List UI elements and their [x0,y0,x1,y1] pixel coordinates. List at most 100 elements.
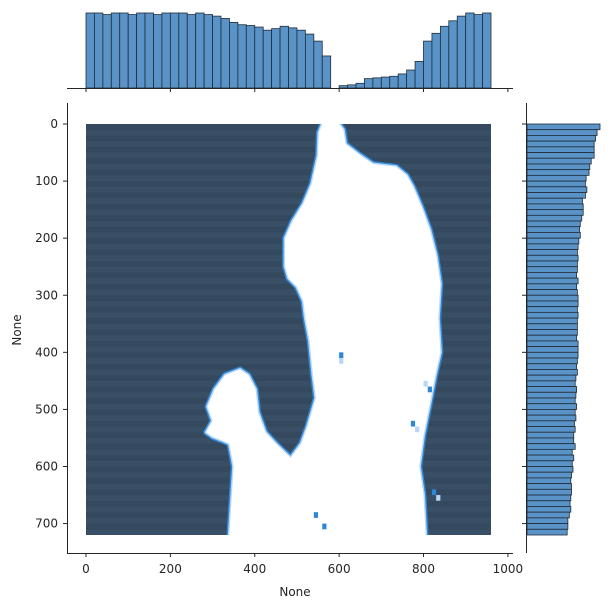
heatmap-edge-cell [339,352,344,359]
y-marginal-bar [526,277,579,285]
heatmap-row-band [86,129,491,136]
y-axis-ticks: 0 100 200 300 400 500 600 700 [35,117,67,531]
x-axis-ticks: 0 200 400 600 800 1000 [82,553,523,576]
y-marginal-bar [526,340,579,348]
y-marginal-bar [526,351,579,359]
y-marginal-bar [526,266,578,273]
y-marginal-bar [526,346,579,353]
y-marginal-bar [526,403,578,410]
heatmap-edge-cell [436,495,441,501]
heatmap-edge-cell [427,386,432,393]
x-marginal-bar [304,33,315,89]
x-marginal-bar [279,25,289,89]
heatmap-row-band [86,346,491,353]
x-marginal-bar [389,75,399,89]
x-marginal-bar [321,55,332,89]
heatmap-edge-cell [339,358,344,364]
x-marginal-bar [110,12,121,89]
x-marginal-bar [473,14,483,89]
x-marginal-bar [161,12,171,89]
x-marginal-bar [136,12,146,89]
x-marginal-bar [94,12,104,89]
x-tick-label: 400 [243,562,266,576]
y-marginal-bar [526,397,576,405]
heatmap-row-band [86,152,491,159]
heatmap-edge-cell [431,489,437,496]
y-marginal-bar [526,140,595,148]
y-marginal-bar [526,180,586,188]
heatmap-edge-cell [415,426,420,433]
y-marginal-bar [526,391,577,399]
y-marginal-bar [526,448,573,456]
x-tick-label: 0 [82,562,90,576]
x-marginal-bar [406,69,416,89]
x-marginal-bar [153,14,163,89]
y-marginal-bar [526,374,577,382]
y-marginal-bar [526,454,575,462]
y-tick-label: 500 [35,402,58,416]
x-marginal-bar [355,82,365,89]
y-marginal-bar [526,272,578,279]
y-marginal-bar [526,260,578,268]
x-tick-label: 600 [328,562,351,576]
y-marginal-bar [526,420,575,427]
x-marginal-bar [102,14,112,89]
y-marginal-bar [526,500,571,507]
x-marginal-bar [169,12,180,89]
x-tick-label: 1000 [493,562,524,576]
y-tick-label: 0 [50,117,58,131]
y-marginal-bar [526,146,595,153]
heatmap-edge-cell [423,380,428,387]
y-marginal-bar [526,152,595,159]
y-marginal-bar [526,460,573,467]
y-marginal-bar [526,426,576,433]
x-marginal-bar [380,76,391,89]
y-marginal-bar [526,300,579,308]
y-tick-label: 200 [35,231,58,245]
y-marginal-histogram [522,103,601,553]
y-marginal-bar [526,254,579,262]
y-marginal-bar [526,243,579,250]
silhouette-region [206,124,441,535]
heatmap-edge-cell [313,512,319,518]
y-marginal-bar [526,294,579,302]
heatmap-row-band [86,369,491,376]
x-marginal-bar [439,25,450,89]
y-marginal-bar [526,369,578,376]
y-marginal-bar [526,237,580,245]
x-marginal-bar [448,20,458,89]
y-marginal-bar [526,174,587,182]
y-marginal-bar [526,169,590,176]
heatmap-row-band [86,186,491,193]
y-marginal-bar [526,511,570,519]
y-marginal-bar [526,283,578,290]
x-marginal-bar [203,14,213,89]
x-tick-label: 800 [412,562,435,576]
y-marginal-bar [526,317,578,325]
y-marginal-bar [526,506,572,513]
x-marginal-bar [372,77,382,89]
heatmap-row-band [86,323,491,330]
y-marginal-bar [526,329,578,336]
heatmap-row-band [86,426,491,433]
heatmap-row-band [86,380,491,387]
y-marginal-bar [526,357,578,365]
y-marginal-bar [526,431,575,439]
x-marginal-bar [465,12,475,89]
y-marginal-bar [526,437,575,445]
y-marginal-bar [526,306,578,313]
x-marginal-bar [178,12,188,89]
heatmap-row-band [86,437,491,444]
y-marginal-bar [526,380,576,387]
heatmap-row-band [86,358,491,364]
heatmap-row-band [86,335,491,341]
heatmap-edge-cells [313,352,441,530]
y-marginal-bar [526,488,572,496]
heatmap-row-band [86,415,491,421]
y-marginal-bar [526,249,578,256]
y-marginal-bar [526,483,572,490]
y-marginal-bar [526,157,592,165]
y-marginal-bar [526,232,581,239]
x-axis-title: None [279,585,310,599]
y-marginal-bar [526,528,568,536]
